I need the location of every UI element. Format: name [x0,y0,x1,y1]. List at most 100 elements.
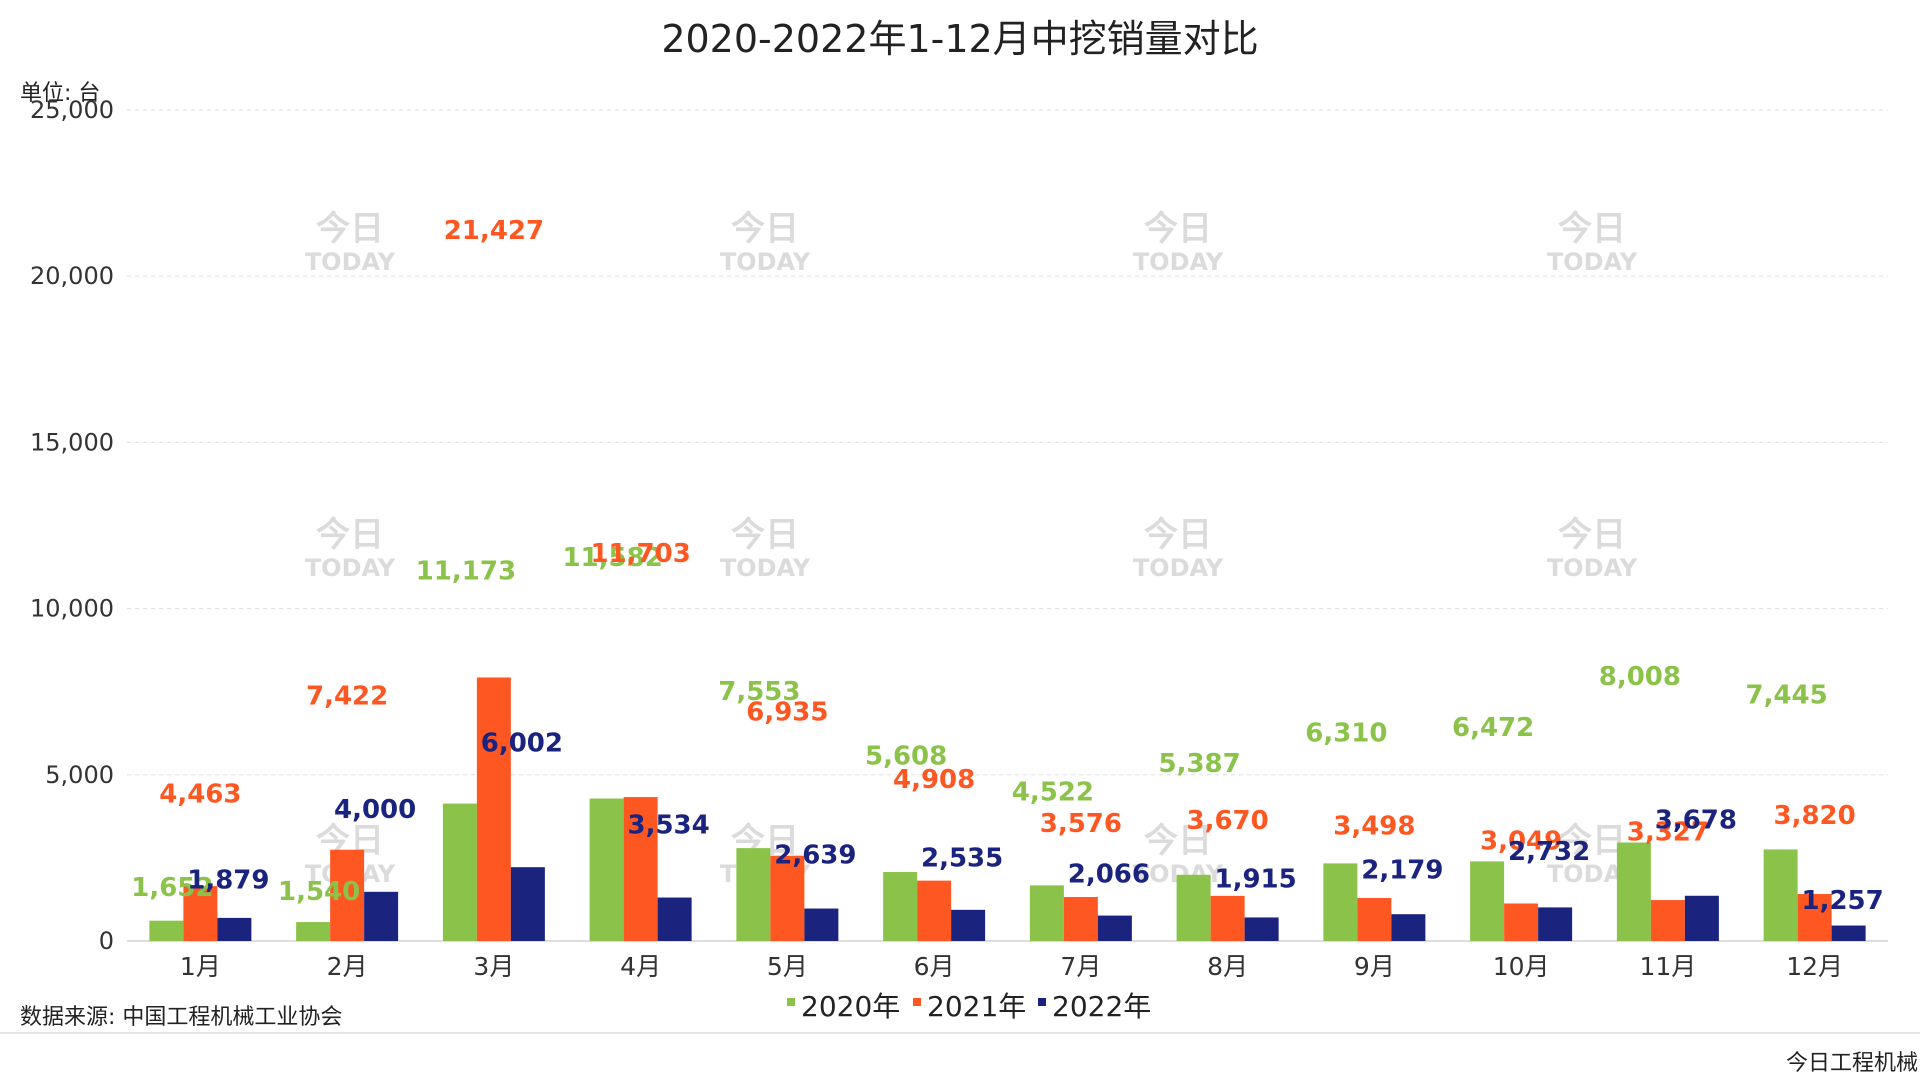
data-label: 1,257 [1802,886,1884,916]
legend-label: 2021年 [927,990,1026,1023]
bar-2022年-5月 [804,908,839,941]
legend-swatch [913,998,921,1006]
bar-2020年-9月 [1323,863,1358,941]
x-tick-label: 12月 [1786,952,1843,981]
bar-2021年-2月 [330,849,365,941]
data-label: 21,427 [444,216,544,246]
x-tick-label: 11月 [1639,952,1696,981]
bar-2020年-10月 [1470,861,1505,941]
svg-text:TODAY: TODAY [305,248,396,276]
svg-text:今日: 今日 [1558,821,1626,861]
x-tick-label: 3月 [473,952,514,981]
data-label: 3,327 [1627,817,1709,847]
bar-2022年-4月 [657,897,692,941]
unit-label: 单位: 台 [20,81,100,106]
svg-text:今日: 今日 [731,515,799,555]
data-labels: 1,652 4,463 1,879 1,540 7,422 4,000 11,173 21,4… [131,216,1884,916]
x-tick-label: 4月 [620,952,661,981]
bar-2021年-10月 [1504,903,1539,941]
data-label: 3,820 [1774,801,1856,831]
source-note: 数据来源: 中国工程机械工业协会 [20,1005,342,1030]
x-tick-label: 10月 [1493,952,1550,981]
bar-2022年-8月 [1244,917,1279,941]
data-label: 1,879 [187,866,269,896]
chart-title: 2020-2022年1-12月中挖销量对比 [661,17,1258,61]
bar-2020年-5月 [736,848,771,941]
data-label: 2,179 [1361,856,1443,886]
data-label: 11,173 [416,557,516,587]
bar-2022年-7月 [1097,915,1132,941]
bar-2021年-9月 [1357,897,1392,941]
bar-2021年-6月 [917,880,952,941]
data-label: 4,463 [159,780,241,810]
x-tick-label: 8月 [1207,952,1248,981]
brand-label: 今日工程机械 [1786,1051,1918,1076]
gridlines [127,109,1888,776]
legend-label: 2022年 [1052,990,1151,1023]
bar-2020年-11月 [1616,842,1651,941]
legend: 2020年 2021年 2022年 [787,990,1151,1023]
svg-text:TODAY: TODAY [720,248,811,276]
bar-2020年-4月 [589,798,624,941]
bar-2022年-1月 [217,917,252,941]
bar-2020年-3月 [442,803,477,941]
y-tick-label: 5,000 [45,761,114,789]
svg-text:TODAY: TODAY [1547,248,1638,276]
bar-2020年-2月 [296,922,331,941]
bar-2021年-8月 [1210,895,1245,941]
x-tick-label: 6月 [914,952,955,981]
y-tick-label: 15,000 [30,428,114,456]
legend-label: 2020年 [801,990,900,1023]
data-label: 3,576 [1040,809,1122,839]
data-label: 3,049 [1480,827,1562,857]
bar-2020年-12月 [1763,849,1798,941]
data-label: 2,535 [921,844,1003,874]
data-label: 3,670 [1187,806,1269,836]
legend-swatch [1038,998,1046,1006]
legend-item: 2021年 [913,990,1026,1023]
svg-text:今日: 今日 [1144,821,1212,861]
data-label: 1,652 [131,873,213,903]
x-tick-label: 1月 [180,952,221,981]
data-label: 3,498 [1333,812,1415,842]
bar-2021年-12月 [1797,894,1832,941]
svg-text:今日: 今日 [1558,515,1626,555]
svg-text:TODAY: TODAY [720,554,811,582]
data-label: 2,066 [1068,859,1150,889]
x-axis-categories: 1月 2月 3月 4月 5月 6月 7月 8月 9月 10月 11月 12月 [180,952,1843,981]
legend-swatch [787,998,795,1006]
svg-text:TODAY: TODAY [1547,554,1638,582]
bar-2020年-1月 [149,920,184,941]
bar-2021年-7月 [1063,897,1098,941]
y-tick-label: 0 [99,927,114,955]
data-label: 1,915 [1215,864,1297,894]
svg-text:TODAY: TODAY [1133,554,1224,582]
legend-item: 2020年 [787,990,900,1023]
data-label: 4,000 [334,795,416,825]
data-label: 5,608 [865,742,947,772]
data-label: 7,445 [1746,681,1828,711]
bar-2022年-6月 [951,909,986,941]
bar-2021年-4月 [623,797,658,941]
y-tick-label: 10,000 [30,595,114,623]
data-label: 4,522 [1012,778,1094,808]
data-label: 6,472 [1452,713,1534,743]
data-label: 1,540 [278,877,360,907]
data-label: 4,908 [893,765,975,795]
data-label: 2,639 [774,840,856,870]
bar-2020年-6月 [883,872,918,941]
x-tick-label: 7月 [1060,952,1101,981]
bar-2022年-9月 [1391,914,1426,941]
svg-text:今日: 今日 [316,209,384,249]
data-label: 7,422 [306,681,388,711]
bar-2020年-7月 [1029,885,1064,941]
data-label: 2,732 [1508,837,1590,867]
svg-text:今日: 今日 [1144,209,1212,249]
y-tick-label: 20,000 [30,262,114,290]
bar-2021年-1月 [183,886,218,941]
data-label: 6,002 [481,728,563,758]
x-tick-label: 2月 [327,952,368,981]
